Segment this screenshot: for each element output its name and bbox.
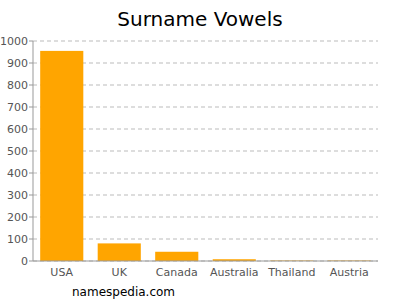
category-label: Australia bbox=[210, 266, 259, 279]
tick-label: 0 bbox=[21, 255, 28, 268]
category-label: Thailand bbox=[267, 266, 315, 279]
category-label: Canada bbox=[156, 266, 198, 279]
grid-line bbox=[33, 107, 378, 108]
tick-mark bbox=[29, 239, 33, 240]
tick-mark bbox=[29, 41, 33, 42]
tick-label: 900 bbox=[7, 57, 28, 70]
tick-mark bbox=[29, 261, 33, 262]
annotation: namespedia.com bbox=[72, 285, 175, 299]
tick-mark bbox=[29, 63, 33, 64]
tick-label: 200 bbox=[7, 211, 28, 224]
tick-label: 500 bbox=[7, 145, 28, 158]
grid-line bbox=[33, 217, 378, 218]
grid-line bbox=[33, 195, 378, 196]
grid-line bbox=[33, 129, 378, 130]
grid-line bbox=[33, 151, 378, 152]
y-axis bbox=[33, 41, 34, 261]
chart: Surname Vowels 0 100 200 300 400 500 600 700 800 9… bbox=[0, 0, 400, 300]
bar bbox=[155, 252, 198, 261]
grid-line bbox=[33, 63, 378, 64]
tick-mark bbox=[29, 85, 33, 86]
tick-label: 800 bbox=[7, 79, 28, 92]
tick-mark bbox=[29, 151, 33, 152]
tick-label: 400 bbox=[7, 167, 28, 180]
tick-label: 300 bbox=[7, 189, 28, 202]
tick-mark bbox=[29, 217, 33, 218]
tick-mark bbox=[29, 129, 33, 130]
category-label: USA bbox=[50, 266, 73, 279]
tick-mark bbox=[29, 195, 33, 196]
bars bbox=[40, 51, 371, 261]
category-label: Austria bbox=[330, 266, 369, 279]
tick-mark bbox=[29, 107, 33, 108]
tick-label: 1000 bbox=[0, 35, 28, 48]
grid-line bbox=[33, 261, 378, 262]
grid-line bbox=[33, 173, 378, 174]
bar bbox=[98, 243, 141, 261]
tick-label: 700 bbox=[7, 101, 28, 114]
bar bbox=[40, 51, 83, 261]
category-label: UK bbox=[112, 266, 128, 279]
grid-line bbox=[33, 239, 378, 240]
tick-label: 600 bbox=[7, 123, 28, 136]
title: Surname Vowels bbox=[117, 7, 282, 31]
x-axis bbox=[33, 261, 378, 262]
grid-line bbox=[33, 41, 378, 42]
tick-label: 100 bbox=[7, 233, 28, 246]
tick-mark bbox=[29, 173, 33, 174]
grid-line bbox=[33, 85, 378, 86]
